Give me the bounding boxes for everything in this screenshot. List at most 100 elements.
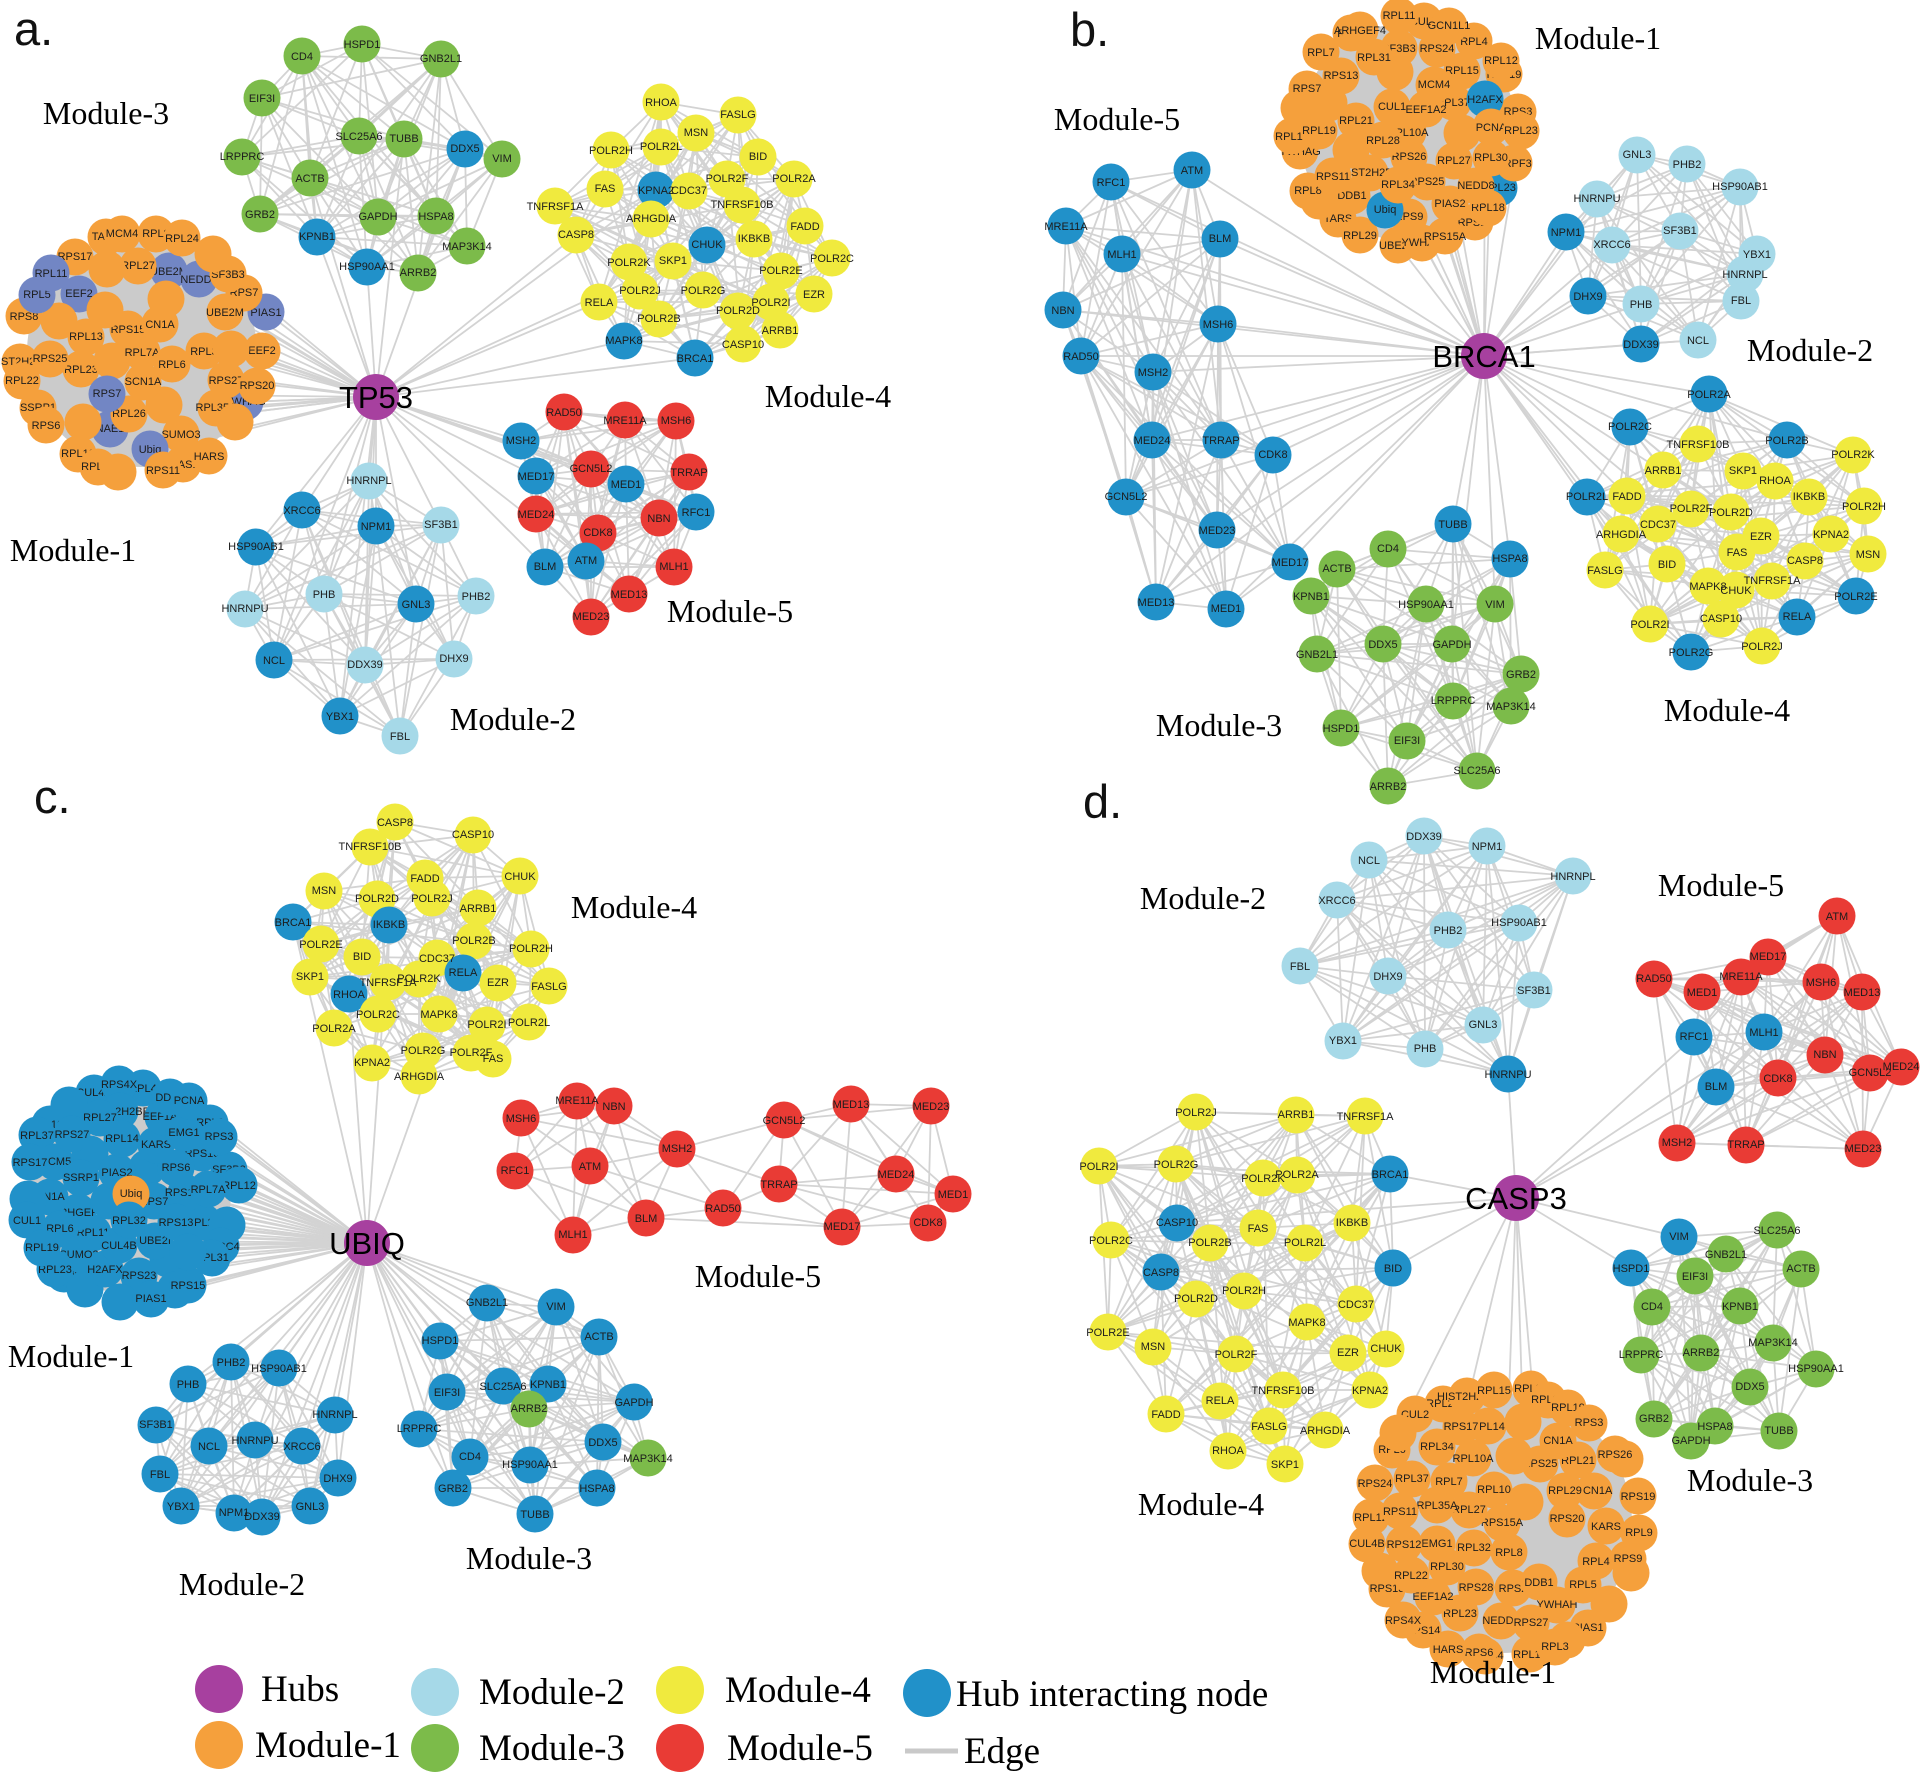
svg-text:Hub interacting node: Hub interacting node <box>956 1674 1268 1715</box>
svg-text:POLR2F: POLR2F <box>1215 1349 1258 1361</box>
svg-text:HSPD1: HSPD1 <box>1323 723 1360 735</box>
svg-text:FADD: FADD <box>790 221 819 233</box>
svg-text:CASP10: CASP10 <box>1156 1217 1198 1229</box>
svg-text:MSN: MSN <box>1856 549 1881 561</box>
svg-text:DDX5: DDX5 <box>1735 1381 1764 1393</box>
svg-text:KPNB1: KPNB1 <box>1293 591 1329 603</box>
svg-text:POLR2B: POLR2B <box>1188 1237 1231 1249</box>
svg-text:HSPA8: HSPA8 <box>1492 553 1527 565</box>
svg-text:ACTB: ACTB <box>295 173 324 185</box>
svg-text:RPL11: RPL11 <box>35 268 68 280</box>
svg-text:RPS13: RPS13 <box>1370 1583 1405 1595</box>
svg-text:CASP10: CASP10 <box>1700 613 1742 625</box>
svg-text:ATM: ATM <box>575 555 597 567</box>
svg-text:POLR2D: POLR2D <box>716 305 760 317</box>
svg-text:MED17: MED17 <box>518 471 555 483</box>
svg-text:GNL3: GNL3 <box>1469 1019 1498 1031</box>
svg-text:POLR2C: POLR2C <box>810 253 854 265</box>
svg-text:MSH6: MSH6 <box>661 415 692 427</box>
svg-text:NCL: NCL <box>263 655 285 667</box>
svg-text:ARRB2: ARRB2 <box>1683 1347 1720 1359</box>
svg-text:POLR2F: POLR2F <box>706 173 749 185</box>
svg-text:EMG1: EMG1 <box>168 1127 199 1139</box>
svg-text:TNFRSF1A: TNFRSF1A <box>1744 575 1802 587</box>
svg-text:HNRNPL: HNRNPL <box>1722 269 1767 281</box>
svg-text:POLR2J: POLR2J <box>1741 641 1783 653</box>
svg-text:RPS20: RPS20 <box>1550 1513 1585 1525</box>
svg-text:VIM: VIM <box>1485 599 1505 611</box>
svg-text:RPL14: RPL14 <box>105 1133 139 1145</box>
svg-text:PHB2: PHB2 <box>1434 925 1463 937</box>
svg-text:SF3B1: SF3B1 <box>139 1419 173 1431</box>
svg-text:MED13: MED13 <box>611 589 648 601</box>
svg-text:POLR2K: POLR2K <box>1241 1173 1285 1185</box>
svg-text:MED23: MED23 <box>1199 525 1236 537</box>
svg-text:RPL35A: RPL35A <box>1417 1500 1459 1512</box>
svg-text:H2AFX: H2AFX <box>1467 94 1503 106</box>
svg-text:MSH2: MSH2 <box>506 435 537 447</box>
svg-text:RELA: RELA <box>449 967 478 979</box>
svg-text:DHX9: DHX9 <box>1373 971 1402 983</box>
svg-text:RPS8: RPS8 <box>10 311 39 323</box>
svg-text:PHB: PHB <box>177 1379 200 1391</box>
svg-text:DHX9: DHX9 <box>323 1473 352 1485</box>
svg-text:RPS26: RPS26 <box>1392 151 1427 163</box>
svg-text:CD4: CD4 <box>1641 1301 1663 1313</box>
svg-text:RPL29: RPL29 <box>1548 1485 1582 1497</box>
svg-text:FAS: FAS <box>483 1053 504 1065</box>
svg-text:KPNB1: KPNB1 <box>530 1379 566 1391</box>
svg-text:TNFRSF10B: TNFRSF10B <box>339 841 402 853</box>
svg-text:POLR2K: POLR2K <box>607 257 651 269</box>
svg-text:RHOA: RHOA <box>1212 1445 1244 1457</box>
svg-text:CD4: CD4 <box>291 51 313 63</box>
svg-text:TNFRSF10B: TNFRSF10B <box>1252 1385 1315 1397</box>
svg-text:ARRB1: ARRB1 <box>1645 465 1682 477</box>
svg-text:BID: BID <box>749 151 767 163</box>
svg-text:KPNB1: KPNB1 <box>299 231 335 243</box>
svg-text:CASP8: CASP8 <box>1143 1267 1179 1279</box>
svg-text:FAS: FAS <box>1727 547 1748 559</box>
svg-text:RPL10: RPL10 <box>1477 1484 1511 1496</box>
svg-text:HARS: HARS <box>1433 1644 1464 1656</box>
svg-text:GRB2: GRB2 <box>245 209 275 221</box>
svg-text:TNFRSF10B: TNFRSF10B <box>711 199 774 211</box>
svg-text:ATM: ATM <box>579 1161 601 1173</box>
svg-text:MED23: MED23 <box>573 611 610 623</box>
svg-text:KARS: KARS <box>141 1139 171 1151</box>
svg-text:EIF3I: EIF3I <box>434 1387 460 1399</box>
svg-text:POLR2G: POLR2G <box>401 1045 446 1057</box>
svg-text:HSP90AB1: HSP90AB1 <box>1712 181 1768 193</box>
svg-text:MLH1: MLH1 <box>1749 1027 1778 1039</box>
svg-text:RAD50: RAD50 <box>546 407 581 419</box>
svg-text:MSH2: MSH2 <box>1662 1137 1693 1149</box>
svg-text:DDX5: DDX5 <box>1368 639 1397 651</box>
svg-text:HSP90AA1: HSP90AA1 <box>502 1459 558 1471</box>
svg-text:HNRNPL: HNRNPL <box>1550 871 1595 883</box>
svg-text:NBN: NBN <box>1813 1049 1836 1061</box>
svg-text:POLR2I: POLR2I <box>751 297 790 309</box>
svg-text:RPS4X: RPS4X <box>101 1079 138 1091</box>
svg-text:TUBB: TUBB <box>1438 519 1467 531</box>
svg-text:RAD50: RAD50 <box>1063 351 1098 363</box>
svg-text:PIAS2: PIAS2 <box>1434 198 1465 210</box>
svg-text:PIAS1: PIAS1 <box>135 1293 166 1305</box>
svg-text:MSN: MSN <box>1141 1341 1166 1353</box>
svg-text:POLR2D: POLR2D <box>355 893 399 905</box>
svg-text:LRPPRC: LRPPRC <box>397 1423 442 1435</box>
svg-text:RPS24: RPS24 <box>1358 1478 1393 1490</box>
svg-text:HNRNPU: HNRNPU <box>1484 1069 1531 1081</box>
svg-text:POLR2J: POLR2J <box>619 285 661 297</box>
svg-text:RPL12: RPL12 <box>222 1180 256 1192</box>
svg-text:SKP1: SKP1 <box>1271 1459 1299 1471</box>
svg-text:POLR2E: POLR2E <box>759 265 802 277</box>
svg-text:HSP90AA1: HSP90AA1 <box>1398 599 1454 611</box>
svg-text:GRB2: GRB2 <box>1639 1413 1669 1425</box>
svg-text:RPS6: RPS6 <box>162 1162 191 1174</box>
svg-text:ARRB1: ARRB1 <box>460 903 497 915</box>
svg-text:HNRNPL: HNRNPL <box>346 475 391 487</box>
svg-text:MSH2: MSH2 <box>662 1143 693 1155</box>
svg-text:RFC1: RFC1 <box>1097 177 1126 189</box>
svg-text:RPL6: RPL6 <box>46 1223 74 1235</box>
svg-text:POLR2E: POLR2E <box>1834 591 1877 603</box>
svg-text:DDX5: DDX5 <box>588 1437 617 1449</box>
